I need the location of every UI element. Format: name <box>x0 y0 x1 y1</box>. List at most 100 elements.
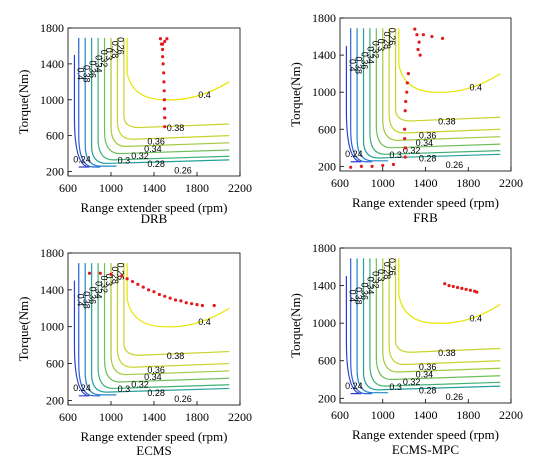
contour-line <box>398 28 501 93</box>
contour-label: 0.32 <box>131 379 149 389</box>
contour-label: 0.34 <box>93 55 103 73</box>
panel-1: 0.40.380.360.340.320.30.280.260.40.380.3… <box>16 21 252 226</box>
operating-point <box>405 90 409 94</box>
contour-label: 0.28 <box>147 159 165 169</box>
contour-label: 0.38 <box>167 123 185 133</box>
contour-label: 0.28 <box>382 262 392 280</box>
operating-point <box>403 155 407 159</box>
contour-label: 0.26 <box>174 165 192 175</box>
operating-point <box>147 288 151 292</box>
operating-point <box>391 162 396 167</box>
contour-line <box>350 28 373 163</box>
x-tick-label: 1400 <box>414 408 438 422</box>
contour-line <box>78 37 101 168</box>
panel-3: 0.40.380.360.340.320.30.280.260.40.380.3… <box>16 246 252 458</box>
contour-line <box>362 258 501 391</box>
operating-point <box>468 288 472 292</box>
operating-point <box>168 296 172 300</box>
operating-point <box>443 282 447 286</box>
x-axis-label: Range extender speed (rpm) <box>352 427 499 442</box>
operating-point <box>179 299 183 303</box>
contour-label: 0.24 <box>73 155 91 165</box>
y-tick-label: 200 <box>318 159 336 173</box>
contour-line <box>394 258 501 353</box>
operating-point <box>447 283 451 288</box>
y-tick-label: 1400 <box>40 283 64 297</box>
x-tick-label: 1800 <box>456 408 480 422</box>
contour-line <box>345 276 362 395</box>
operating-point <box>190 302 194 306</box>
y-tick-label: 1800 <box>312 241 336 255</box>
contour-label: 0.26 <box>446 392 464 402</box>
x-tick-label: 1400 <box>414 176 438 190</box>
operating-point <box>359 164 363 168</box>
contour-label: 0.32 <box>99 276 109 294</box>
contour-label: 0.36 <box>359 52 369 70</box>
operating-point <box>404 99 408 104</box>
contour-label: 0.28 <box>147 388 165 398</box>
contour-line <box>388 258 501 366</box>
contour-line <box>382 258 501 373</box>
contour-label: 0.3 <box>118 384 131 394</box>
operating-point <box>163 116 167 120</box>
operating-point <box>130 279 135 284</box>
operating-point <box>173 298 178 302</box>
operating-point <box>417 40 421 44</box>
contour-label: 0.3 <box>376 269 386 282</box>
contour-label: 0.4 <box>198 90 211 100</box>
contour-label: 0.3 <box>104 273 114 286</box>
contour-label: 0.38 <box>353 57 363 75</box>
operating-point <box>451 284 455 289</box>
contour-label: 0.28 <box>419 386 437 396</box>
contour-line <box>369 28 501 155</box>
x-tick-label: 1000 <box>371 176 395 190</box>
contour-line <box>375 258 501 381</box>
y-tick-label: 200 <box>46 165 64 179</box>
operating-point <box>403 146 407 150</box>
contour-line <box>91 263 230 393</box>
contour-label: 0.4 <box>469 82 482 92</box>
operating-point <box>163 39 167 44</box>
operating-point <box>418 53 422 57</box>
contour-line <box>84 263 117 396</box>
contour-line <box>73 280 90 397</box>
y-tick-label: 1800 <box>312 11 336 25</box>
contour-label: 0.34 <box>144 372 162 382</box>
y-tick-label: 1000 <box>40 320 64 334</box>
operating-point <box>441 36 445 41</box>
contour-label: 0.4 <box>348 290 358 303</box>
operating-point <box>475 290 479 294</box>
plot-frame <box>339 17 512 172</box>
panel-caption: FRB <box>413 210 438 225</box>
contour-label: 0.28 <box>110 266 120 284</box>
contour-line <box>97 263 230 390</box>
x-tick-label: 2200 <box>228 181 252 195</box>
contour-label: 0.38 <box>82 291 92 309</box>
operating-point <box>184 301 188 305</box>
contour-line <box>375 28 501 149</box>
y-tick-label: 600 <box>46 357 64 371</box>
contour-line <box>91 37 230 165</box>
contour-label: 0.34 <box>93 281 103 299</box>
contour-label: 0.34 <box>365 46 375 64</box>
contour-label: 0.26 <box>174 394 192 404</box>
x-tick-label: 1400 <box>142 410 166 424</box>
operating-point <box>109 272 113 276</box>
y-tick-label: 600 <box>318 354 336 368</box>
x-axis-label: Range extender speed (rpm) <box>352 195 499 210</box>
contour-label: 0.3 <box>118 155 131 165</box>
contour-label: 0.38 <box>438 117 456 127</box>
operating-point <box>403 136 407 141</box>
operating-point <box>349 165 353 169</box>
contour-label: 0.4 <box>198 317 211 327</box>
x-tick-label: 1000 <box>371 408 395 422</box>
x-tick-label: 1800 <box>456 176 480 190</box>
contour-label: 0.36 <box>147 137 165 147</box>
contour-label: 0.36 <box>88 287 98 305</box>
operating-point <box>87 271 92 275</box>
operating-point <box>163 294 167 298</box>
operating-point <box>212 303 216 308</box>
operating-point <box>405 81 409 85</box>
x-tick-label: 600 <box>331 408 349 422</box>
contour-line <box>123 37 230 129</box>
